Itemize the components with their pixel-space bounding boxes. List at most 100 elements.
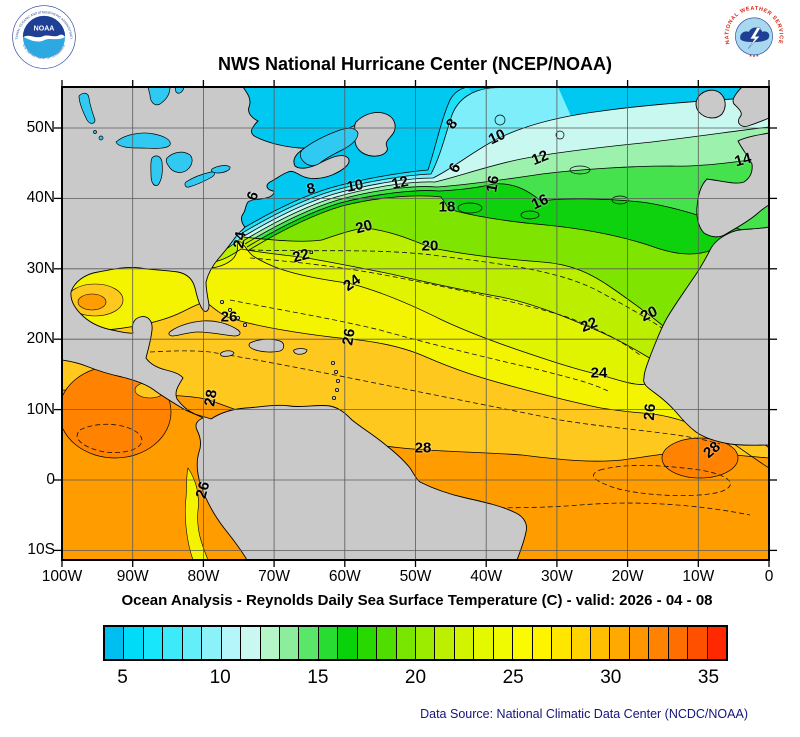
hudson-bay (147, 87, 171, 106)
map-border (61, 86, 770, 561)
x-tick-label: 60W (328, 568, 361, 585)
contour-label: 26 (220, 308, 238, 326)
y-tick-label: 0 (46, 471, 55, 488)
contour-label: 28 (201, 388, 221, 408)
lake-huron (165, 151, 193, 173)
x-tick-label: 100W (41, 568, 83, 585)
island-bermuda (309, 250, 313, 254)
map-caption: Ocean Analysis - Reynolds Daily Sea Surf… (121, 592, 713, 609)
colorbar-segment (474, 627, 494, 659)
y-tick-label: 40N (26, 189, 55, 207)
colorbar-tick-label: 30 (600, 667, 622, 688)
temperature-colorbar (103, 625, 728, 661)
nws-logo: NATIONAL WEATHER SERVICE * * * (722, 5, 786, 69)
landmass-europe-africa (643, 87, 769, 446)
contour-label: 18 (438, 198, 456, 216)
y-tick-label: 50N (26, 119, 55, 136)
island-jamaica (219, 350, 235, 357)
landmass-britain (732, 87, 769, 127)
colorbar-segment (105, 627, 125, 659)
sst-anomaly-patches (62, 283, 739, 560)
colorbar-tick-label: 20 (404, 667, 427, 688)
colorbar-segment (143, 627, 164, 659)
x-tick-label: 10W (682, 568, 715, 585)
y-tick-label: 30N (26, 259, 55, 277)
nws-lightning-icon (748, 27, 761, 49)
colorbar-segment (493, 627, 514, 659)
contour-label: 12 (390, 172, 410, 194)
colorbar-segment (279, 627, 300, 659)
lat-lon-grid (62, 87, 769, 560)
colorbar-segment (260, 627, 280, 659)
colorbar-segment (396, 627, 416, 659)
noaa-logo: NATIONAL OCEANIC AND ATMOSPHERIC ADMINIS… (12, 5, 76, 69)
y-tick-label: 10N (26, 400, 55, 418)
contour-label: 16 (483, 174, 503, 194)
lake-michigan (150, 155, 163, 186)
lake-winnipeg (78, 92, 96, 124)
colorbar-segment (513, 627, 533, 659)
colorbar-tick-label: 5 (117, 667, 128, 688)
colorbar-segment (435, 627, 455, 659)
colorbar-segment (241, 627, 261, 659)
colorbar-tick-label: 25 (502, 667, 524, 688)
colorbar-segment (688, 627, 708, 659)
colorbar-segment (163, 627, 183, 659)
colorbar-tick-label: 35 (697, 667, 720, 688)
nws-stars: * * * (749, 54, 760, 61)
y-tick-label: 20N (26, 330, 55, 348)
colorbar-segment (357, 627, 378, 659)
island-puerto-rico (293, 348, 308, 355)
island-cuba (168, 320, 241, 337)
x-tick-label: 80W (187, 568, 220, 585)
colorbar-segment (571, 627, 591, 659)
y-tick-label: 10S (27, 541, 55, 559)
colorbar-segment (202, 627, 222, 659)
colorbar-segment (416, 627, 436, 659)
colorbar-segment (221, 627, 242, 659)
colorbar-segment (124, 627, 144, 659)
noaa-seagull-icon (23, 34, 66, 42)
contour-label: 24 (590, 364, 608, 382)
x-tick-label: 0 (764, 568, 774, 585)
page-title: NWS National Hurricane Center (NCEP/NOAA… (217, 54, 613, 74)
colorbar-segment (182, 627, 203, 659)
contour-label: 24 (230, 230, 250, 250)
colorbar-segment (707, 627, 726, 659)
colorbar-segment (299, 627, 319, 659)
colorbar-segment (668, 627, 689, 659)
colorbar-segment (552, 627, 572, 659)
colorbar-segment (649, 627, 669, 659)
colorbar-segment (318, 627, 339, 659)
x-tick-label: 40W (470, 568, 503, 585)
lake-erie (184, 171, 215, 188)
colorbar-segment (610, 627, 630, 659)
colorbar-tick-label: 15 (307, 667, 329, 688)
contour-label: 20 (421, 237, 439, 255)
colorbar-segment (629, 627, 650, 659)
colorbar-tick-label: 10 (209, 667, 231, 688)
contour-label: 10 (345, 176, 365, 196)
axis-ticks (54, 80, 777, 567)
colorbar-segment (338, 627, 358, 659)
colorbar-segment (454, 627, 475, 659)
x-tick-label: 50W (399, 568, 432, 585)
gulf-of-st-lawrence (299, 127, 359, 166)
colorbar-segment (377, 627, 397, 659)
x-tick-label: 70W (258, 568, 291, 585)
map-graphics (62, 87, 769, 560)
contour-label: 26 (640, 402, 660, 422)
data-source-credit: Data Source: National Climatic Data Cent… (420, 707, 748, 721)
x-tick-label: 20W (611, 568, 644, 585)
landmass-france-iberia (696, 132, 769, 238)
eddy-contours (457, 114, 629, 220)
inland-water (78, 87, 359, 188)
landmass-africa (643, 226, 769, 446)
colorbar-segment (590, 627, 611, 659)
landmass-ireland (695, 89, 726, 119)
lake-superior (115, 132, 171, 149)
x-tick-label: 30W (540, 568, 573, 585)
lake-ontario (211, 165, 231, 174)
